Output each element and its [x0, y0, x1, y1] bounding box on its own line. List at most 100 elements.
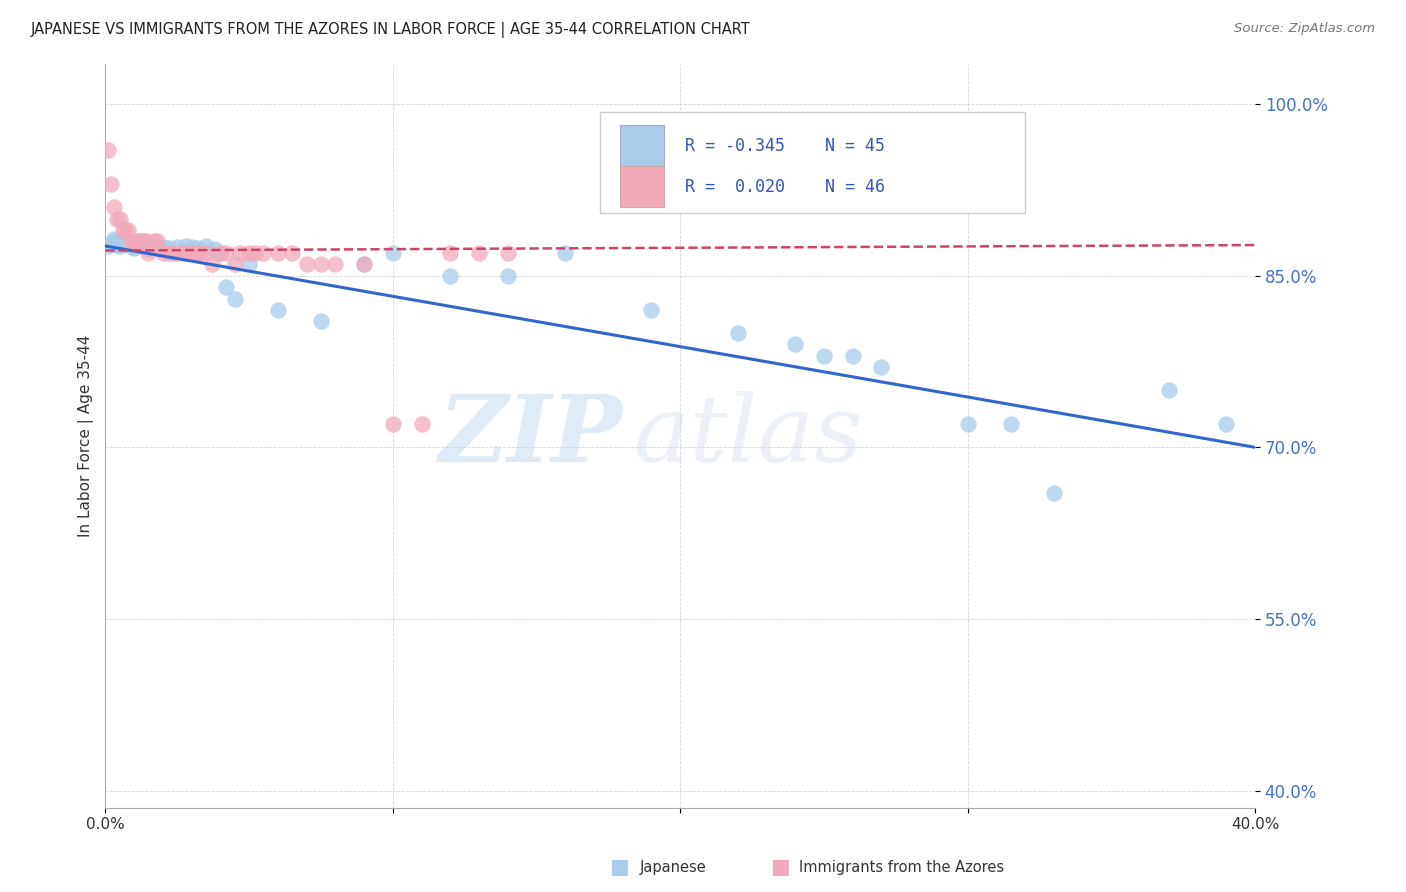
Point: [157, 241, 180, 255]
FancyBboxPatch shape: [620, 166, 664, 207]
Text: R = -0.345    N = 45: R = -0.345 N = 45: [685, 136, 884, 155]
Point: [243, 245, 266, 260]
Point: [224, 257, 246, 271]
Point: [188, 245, 211, 260]
Point: [122, 241, 145, 255]
Point: [103, 235, 125, 249]
Point: [97, 143, 120, 157]
Point: [103, 200, 125, 214]
Point: [117, 223, 139, 237]
Point: [252, 245, 274, 260]
Point: [111, 223, 134, 237]
Text: ■: ■: [770, 857, 790, 877]
Point: [640, 303, 662, 318]
Point: [1157, 383, 1180, 397]
Point: [108, 211, 131, 226]
Point: [267, 245, 290, 260]
Point: [1043, 486, 1066, 500]
Point: [1000, 417, 1022, 432]
Point: [439, 245, 461, 260]
Point: [309, 257, 332, 271]
Point: [323, 257, 346, 271]
Point: [105, 211, 128, 226]
Point: [468, 245, 491, 260]
Point: [496, 268, 519, 283]
Point: [209, 245, 232, 260]
Point: [117, 236, 139, 251]
Point: [209, 245, 232, 260]
Point: [186, 245, 208, 260]
Text: JAPANESE VS IMMIGRANTS FROM THE AZORES IN LABOR FORCE | AGE 35-44 CORRELATION CH: JAPANESE VS IMMIGRANTS FROM THE AZORES I…: [31, 22, 751, 38]
Point: [281, 245, 304, 260]
Point: [172, 245, 194, 260]
Point: [105, 235, 128, 250]
Point: [439, 268, 461, 283]
Point: [194, 245, 217, 260]
Point: [132, 235, 155, 249]
Point: [1215, 417, 1237, 432]
Point: [267, 303, 290, 318]
Point: [122, 240, 145, 254]
Point: [204, 243, 226, 257]
Point: [114, 235, 136, 249]
Point: [128, 235, 150, 249]
Point: [956, 417, 979, 432]
FancyBboxPatch shape: [620, 126, 664, 166]
Point: [122, 235, 145, 249]
Point: [238, 245, 260, 260]
Point: [97, 239, 120, 253]
Text: R =  0.020    N = 46: R = 0.020 N = 46: [685, 178, 884, 195]
Point: [353, 257, 375, 271]
Point: [100, 236, 122, 251]
Point: [152, 240, 174, 254]
Point: [238, 257, 260, 271]
Point: [146, 235, 169, 249]
Point: [180, 240, 202, 254]
Point: [174, 239, 197, 253]
Point: [166, 240, 188, 254]
Point: [143, 235, 166, 249]
Point: [295, 257, 318, 271]
Point: [120, 239, 142, 253]
Point: [105, 237, 128, 252]
Text: ■: ■: [609, 857, 628, 877]
Point: [215, 280, 238, 294]
Point: [120, 235, 142, 249]
Point: [215, 245, 238, 260]
Point: [146, 239, 169, 253]
Point: [160, 245, 183, 260]
Point: [180, 245, 202, 260]
Point: [157, 245, 180, 260]
Point: [411, 417, 433, 432]
Point: [201, 257, 224, 271]
Point: [309, 314, 332, 328]
Point: [224, 292, 246, 306]
Text: atlas: atlas: [634, 391, 863, 481]
Point: [108, 239, 131, 253]
Point: [166, 245, 188, 260]
Point: [353, 257, 375, 271]
Point: [554, 245, 576, 260]
Point: [785, 337, 807, 351]
Bar: [600, 112, 1025, 213]
Point: [152, 245, 174, 260]
Point: [174, 245, 197, 260]
Text: Japanese: Japanese: [640, 860, 706, 874]
Point: [727, 326, 749, 340]
Point: [138, 245, 160, 260]
Point: [870, 360, 893, 375]
Point: [114, 223, 136, 237]
Point: [841, 349, 863, 363]
Point: [100, 177, 122, 191]
Text: Source: ZipAtlas.com: Source: ZipAtlas.com: [1234, 22, 1375, 36]
Point: [111, 237, 134, 252]
Point: [229, 245, 252, 260]
Point: [138, 243, 160, 257]
Point: [496, 245, 519, 260]
Point: [135, 235, 157, 249]
Y-axis label: In Labor Force | Age 35-44: In Labor Force | Age 35-44: [79, 334, 94, 537]
Text: Immigrants from the Azores: Immigrants from the Azores: [799, 860, 1004, 874]
Point: [103, 232, 125, 246]
Point: [381, 245, 404, 260]
Point: [186, 241, 208, 255]
